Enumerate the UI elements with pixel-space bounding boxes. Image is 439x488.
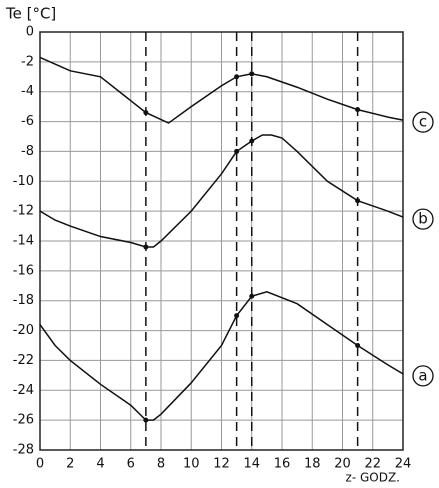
point bbox=[249, 71, 255, 77]
legend-circle bbox=[412, 208, 434, 230]
series-line bbox=[39, 290, 404, 421]
legend-circle bbox=[412, 365, 434, 387]
legend-circle bbox=[412, 111, 434, 133]
x-tick-label: 6 bbox=[127, 457, 135, 472]
x-tick-label: 0 bbox=[36, 457, 44, 472]
plot-frame bbox=[39, 31, 404, 451]
y-tick-label: -12 bbox=[13, 204, 34, 219]
point bbox=[143, 110, 149, 116]
series-line bbox=[39, 134, 404, 248]
point bbox=[234, 74, 240, 80]
y-tick-label: -4 bbox=[21, 84, 34, 99]
legend-label: a bbox=[418, 366, 427, 384]
y-tick-label: -8 bbox=[21, 144, 34, 159]
y-tick-label: -20 bbox=[13, 323, 34, 338]
y-tick-label: -22 bbox=[13, 353, 34, 368]
point bbox=[355, 107, 361, 113]
y-tick-label: -2 bbox=[21, 54, 34, 69]
y-tick-label: -10 bbox=[13, 174, 34, 189]
x-tick-label: 12 bbox=[213, 457, 230, 472]
y-tick-label: -18 bbox=[13, 293, 34, 308]
y-tick-label: -26 bbox=[13, 413, 34, 428]
point bbox=[143, 244, 149, 250]
y-axis-title: Te [°C] bbox=[5, 5, 56, 23]
point bbox=[234, 148, 240, 154]
x-tick-label: 2 bbox=[66, 457, 74, 472]
x-tick-label: 16 bbox=[274, 457, 291, 472]
x-tick-label: 20 bbox=[334, 457, 351, 472]
x-tick-label: 8 bbox=[157, 457, 165, 472]
point bbox=[355, 198, 361, 204]
point bbox=[249, 293, 255, 299]
y-tick-label: -24 bbox=[13, 383, 34, 398]
y-tick-label: -28 bbox=[13, 443, 34, 458]
x-axis-title: z- GODZ. bbox=[346, 471, 400, 485]
point bbox=[143, 417, 149, 423]
point bbox=[355, 343, 361, 348]
x-tick-label: 4 bbox=[96, 457, 104, 472]
series-line bbox=[39, 56, 404, 124]
point bbox=[234, 313, 240, 319]
x-tick-label: 24 bbox=[395, 457, 412, 472]
x-tick-label: 10 bbox=[183, 457, 200, 472]
x-tick-label: 14 bbox=[243, 457, 260, 472]
y-tick-label: -14 bbox=[13, 234, 34, 249]
legend-label: c bbox=[419, 113, 427, 131]
x-tick-label: 22 bbox=[364, 457, 381, 472]
legend-label: b bbox=[418, 210, 428, 228]
y-tick-label: 0 bbox=[26, 25, 34, 40]
y-tick-label: -6 bbox=[21, 114, 34, 129]
x-tick-label: 18 bbox=[304, 457, 321, 472]
y-tick-label: -16 bbox=[13, 263, 34, 278]
point bbox=[249, 138, 255, 144]
